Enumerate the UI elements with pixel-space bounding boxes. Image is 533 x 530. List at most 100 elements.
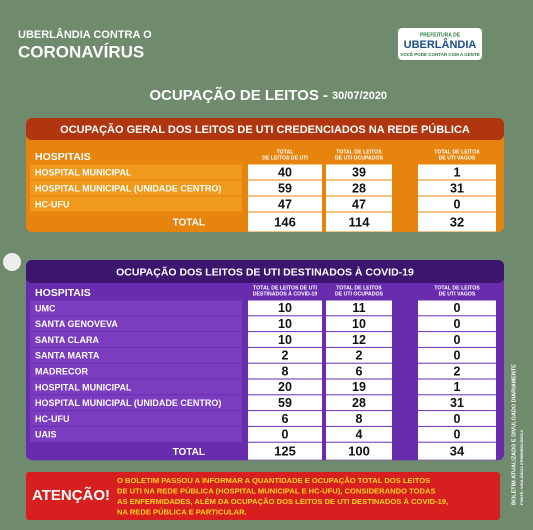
value: 0 bbox=[282, 428, 289, 442]
value: 34 bbox=[450, 444, 465, 459]
column-header: DE UTI VAGOS bbox=[439, 291, 476, 297]
hospital-name: SANTA CLARA bbox=[35, 335, 99, 345]
value: 114 bbox=[349, 214, 371, 229]
row-stripe bbox=[30, 316, 242, 332]
hospital-name: HC-UFU bbox=[35, 414, 70, 424]
value-cell bbox=[248, 196, 322, 212]
row-stripe bbox=[30, 426, 242, 442]
value-cell bbox=[418, 379, 496, 395]
column-header: TOTAL DE LEITOS bbox=[434, 149, 480, 155]
campaign-logo-line1: UBERLÂNDIA CONTRA O bbox=[18, 28, 152, 41]
value-cell bbox=[326, 411, 392, 426]
value: 0 bbox=[454, 317, 461, 331]
value: 31 bbox=[450, 396, 464, 410]
value: 0 bbox=[454, 333, 461, 347]
value: 28 bbox=[352, 396, 366, 410]
attention-text: O BOLETIM PASSOU A INFORMAR A QUANTIDADE… bbox=[117, 476, 448, 517]
value-cell bbox=[326, 442, 392, 460]
value-cell bbox=[418, 332, 496, 347]
column-header: DESTINADOS À COVID-19 bbox=[253, 290, 318, 297]
value-cell bbox=[248, 411, 322, 426]
hospital-name: HOSPITAL MUNICIPAL bbox=[35, 382, 132, 392]
hospital-name: MADRECOR bbox=[35, 366, 88, 376]
value: 2 bbox=[356, 349, 363, 363]
value: 10 bbox=[278, 333, 292, 347]
campaign-logo-line2: CORONAVÍRUS bbox=[18, 42, 144, 61]
value-cell bbox=[326, 300, 392, 316]
row-stripe bbox=[30, 196, 242, 212]
value: 19 bbox=[352, 380, 366, 394]
value-cell bbox=[248, 379, 322, 395]
side-note: BOLETIM ATUALIZADO E DIVULGADO DIARIAMEN… bbox=[511, 364, 524, 505]
value: 125 bbox=[274, 444, 296, 459]
attention-line: AS ENFERMIDADES, ALÉM DA OCUPAÇÃO DOS LE… bbox=[117, 497, 448, 506]
value: 11 bbox=[352, 301, 365, 315]
value-cell bbox=[248, 180, 322, 196]
hospital-name: HOSPITAL MUNICIPAL (UNIDADE CENTRO) bbox=[35, 398, 221, 408]
value-cell bbox=[326, 316, 392, 332]
value-cell bbox=[248, 363, 322, 379]
column-header: HOSPITAIS bbox=[35, 151, 91, 163]
value: 47 bbox=[278, 197, 292, 211]
value: 8 bbox=[282, 364, 289, 378]
value-cell bbox=[418, 300, 496, 316]
value-cell bbox=[326, 332, 392, 347]
value: 28 bbox=[352, 181, 366, 195]
value: 1 bbox=[454, 165, 461, 179]
column-header: TOTAL DE LEITOS bbox=[336, 285, 382, 291]
value-cell bbox=[248, 164, 322, 180]
column-header: DE UTI OCUPADOS bbox=[335, 291, 384, 297]
column-header: DE UTI OCUPADOS bbox=[335, 155, 384, 161]
table-title: OCUPAÇÃO DOS LEITOS DE UTI DESTINADOS À … bbox=[116, 265, 414, 278]
value-cell bbox=[326, 347, 392, 363]
row-stripe bbox=[30, 332, 242, 347]
hospital-name: SANTA GENOVEVA bbox=[35, 319, 118, 329]
hospital-name: HC-UFU bbox=[35, 199, 70, 209]
value-cell bbox=[418, 395, 496, 411]
value: 6 bbox=[282, 412, 289, 426]
value: 100 bbox=[348, 444, 370, 459]
value-cell bbox=[326, 180, 392, 196]
hospital-name: HOSPITAL MUNICIPAL bbox=[35, 167, 132, 177]
value: 8 bbox=[356, 412, 363, 426]
value: 1 bbox=[454, 380, 461, 394]
value: 0 bbox=[454, 412, 461, 426]
value-cell bbox=[418, 196, 496, 212]
value-cell bbox=[418, 212, 496, 232]
value-cell bbox=[248, 212, 322, 232]
column-header: HOSPITAIS bbox=[35, 287, 91, 299]
value-cell bbox=[418, 316, 496, 332]
side-note-line2: FONTE: VIGILÂNCIA EPIDEMIOLÓGICA bbox=[519, 430, 524, 505]
value-cell bbox=[248, 395, 322, 411]
table-title: OCUPAÇÃO GERAL DOS LEITOS DE UTI CREDENC… bbox=[60, 123, 470, 136]
total-label: TOTAL bbox=[173, 218, 205, 229]
total-label: TOTAL bbox=[173, 447, 205, 458]
value: 59 bbox=[278, 396, 292, 410]
value: 32 bbox=[450, 214, 464, 229]
table-header-bar bbox=[26, 260, 504, 283]
column-header: TOTAL DE LEITOS bbox=[434, 285, 480, 291]
value-cell bbox=[326, 395, 392, 411]
city-logo-line2: UBERLÂNDIA bbox=[404, 38, 477, 51]
value: 0 bbox=[454, 301, 461, 315]
value-cell bbox=[326, 212, 392, 232]
value-cell bbox=[326, 196, 392, 212]
value-cell bbox=[418, 411, 496, 426]
carousel-button[interactable] bbox=[3, 253, 21, 271]
value: 2 bbox=[282, 349, 289, 363]
value: 0 bbox=[454, 349, 461, 363]
attention-line: NA REDE PÚBLICA E PARTICULAR. bbox=[117, 508, 247, 517]
attention-box bbox=[26, 472, 500, 520]
value: 59 bbox=[278, 181, 292, 195]
value: 6 bbox=[356, 364, 363, 378]
city-logo-tagline: VOCÊ PODE CONTAR COM A GENTE bbox=[400, 50, 480, 57]
column-header: DE LEITOS DE UTI bbox=[262, 155, 308, 161]
value-cell bbox=[418, 180, 496, 196]
table-header-bar bbox=[26, 118, 504, 140]
value-cell bbox=[326, 379, 392, 395]
value: 0 bbox=[454, 197, 461, 211]
value-cell bbox=[248, 442, 322, 460]
value: 39 bbox=[352, 165, 366, 179]
attention-label: ATENÇÃO! bbox=[32, 486, 110, 504]
